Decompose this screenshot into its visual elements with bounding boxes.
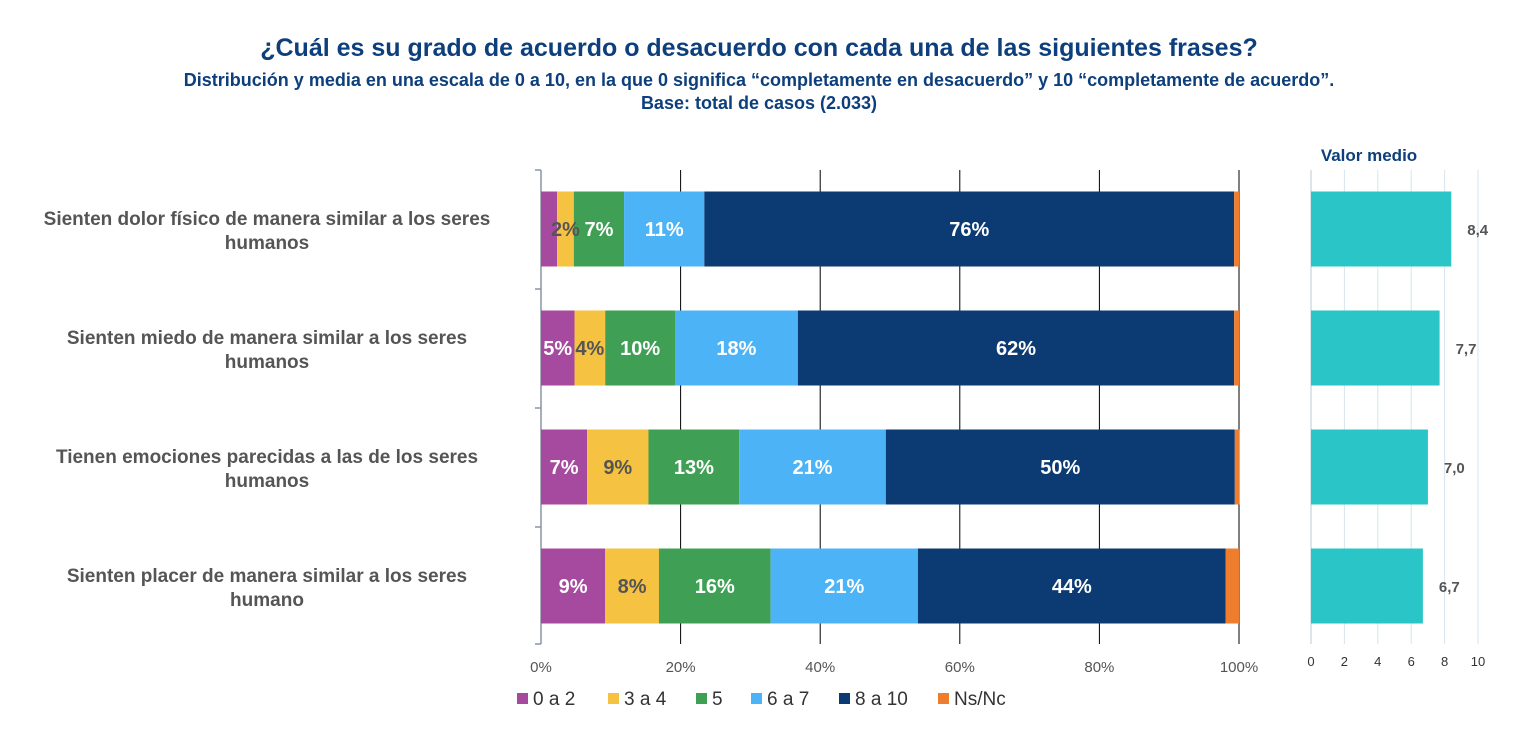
- data-label: 21%: [793, 457, 833, 479]
- legend-swatch: [839, 693, 850, 704]
- mean-tick-label: 8: [1441, 654, 1448, 669]
- category-label: Sienten miedo de manera similar a los se…: [67, 328, 467, 373]
- chart-title: ¿Cuál es su grado de acuerdo o desacuerd…: [260, 34, 1258, 62]
- x-tick-label: 0%: [530, 659, 552, 676]
- data-label: 13%: [674, 457, 714, 479]
- mean-tick-label: 10: [1471, 654, 1485, 669]
- data-label: 21%: [824, 576, 864, 598]
- mean-value-label: 7,7: [1456, 341, 1477, 358]
- category-label: Sienten placer de manera similar a los s…: [67, 566, 467, 611]
- legend-swatch: [696, 693, 707, 704]
- x-tick-label: 40%: [805, 659, 835, 676]
- category-label: Sienten dolor físico de manera similar a…: [44, 209, 491, 254]
- x-tick-label: 60%: [945, 659, 975, 676]
- data-label: 9%: [603, 457, 632, 479]
- bar-segment: [917, 548, 1226, 624]
- bar-segment: [605, 310, 676, 386]
- legend-swatch: [608, 693, 619, 704]
- bar-segment: [541, 310, 575, 386]
- legend-label: 3 a 4: [624, 689, 667, 710]
- bar-segment: [704, 191, 1235, 267]
- mean-bar: [1311, 548, 1423, 624]
- mean-tick-label: 6: [1408, 654, 1415, 669]
- data-label: 2%: [551, 219, 580, 241]
- mean-value-label: 8,4: [1467, 222, 1489, 239]
- bar-segment: [587, 429, 649, 505]
- bar-segment: [573, 191, 625, 267]
- data-label: 10%: [620, 338, 660, 360]
- data-label: 9%: [559, 576, 588, 598]
- bar-segment: [885, 429, 1235, 505]
- data-label: 18%: [716, 338, 756, 360]
- bar-segment: [739, 429, 886, 505]
- legend-swatch: [938, 693, 949, 704]
- mean-value-label: 6,7: [1439, 579, 1460, 596]
- bar-segment: [1234, 191, 1239, 267]
- data-label: 7%: [550, 457, 579, 479]
- data-label: 4%: [575, 338, 604, 360]
- bar-segment: [1234, 310, 1239, 386]
- x-tick-label: 80%: [1084, 659, 1114, 676]
- data-label: 76%: [949, 219, 989, 241]
- data-label: 8%: [618, 576, 647, 598]
- mean-value-label: 7,0: [1444, 460, 1465, 477]
- data-label: 50%: [1040, 457, 1080, 479]
- bar-segment: [605, 548, 659, 624]
- legend-label: 5: [712, 689, 723, 710]
- legend-label: 0 a 2: [533, 689, 575, 710]
- mean-chart-title: Valor medio: [1321, 146, 1417, 165]
- data-label: 7%: [584, 219, 613, 241]
- mean-bar: [1311, 429, 1428, 505]
- bar-segment: [797, 310, 1235, 386]
- bar-segment: [574, 310, 606, 386]
- mean-bar: [1311, 310, 1440, 386]
- mean-bar: [1311, 191, 1452, 267]
- data-label: 62%: [996, 338, 1036, 360]
- bar-segment: [1234, 429, 1240, 505]
- data-label: 11%: [645, 219, 684, 241]
- chart-base-note: Base: total de casos (2.033): [640, 93, 878, 113]
- bar-segment: [648, 429, 740, 505]
- bar-segment: [624, 191, 705, 267]
- x-tick-label: 20%: [666, 659, 696, 676]
- legend-swatch: [517, 693, 528, 704]
- data-label: 16%: [695, 576, 735, 598]
- mean-tick-label: 4: [1374, 654, 1381, 669]
- bar-segment: [1225, 548, 1239, 624]
- legend-label: 6 a 7: [767, 689, 809, 710]
- bar-segment: [770, 548, 918, 624]
- bar-segment: [675, 310, 798, 386]
- x-tick-label: 100%: [1220, 659, 1258, 676]
- data-label: 44%: [1052, 576, 1092, 598]
- data-label: 5%: [543, 338, 572, 360]
- bar-segment: [541, 191, 558, 267]
- bar-segment: [541, 548, 606, 624]
- category-label: Tienen emociones parecidas a las de los …: [56, 447, 478, 492]
- legend-label: 8 a 10: [855, 689, 908, 710]
- legend-swatch: [751, 693, 762, 704]
- mean-tick-label: 0: [1307, 654, 1314, 669]
- chart-subtitle: Distribución y media en una escala de 0 …: [183, 70, 1335, 90]
- bar-segment: [557, 191, 574, 267]
- mean-tick-label: 2: [1341, 654, 1348, 669]
- bar-segment: [658, 548, 771, 624]
- legend-label: Ns/Nc: [954, 689, 1006, 710]
- bar-segment: [541, 429, 588, 505]
